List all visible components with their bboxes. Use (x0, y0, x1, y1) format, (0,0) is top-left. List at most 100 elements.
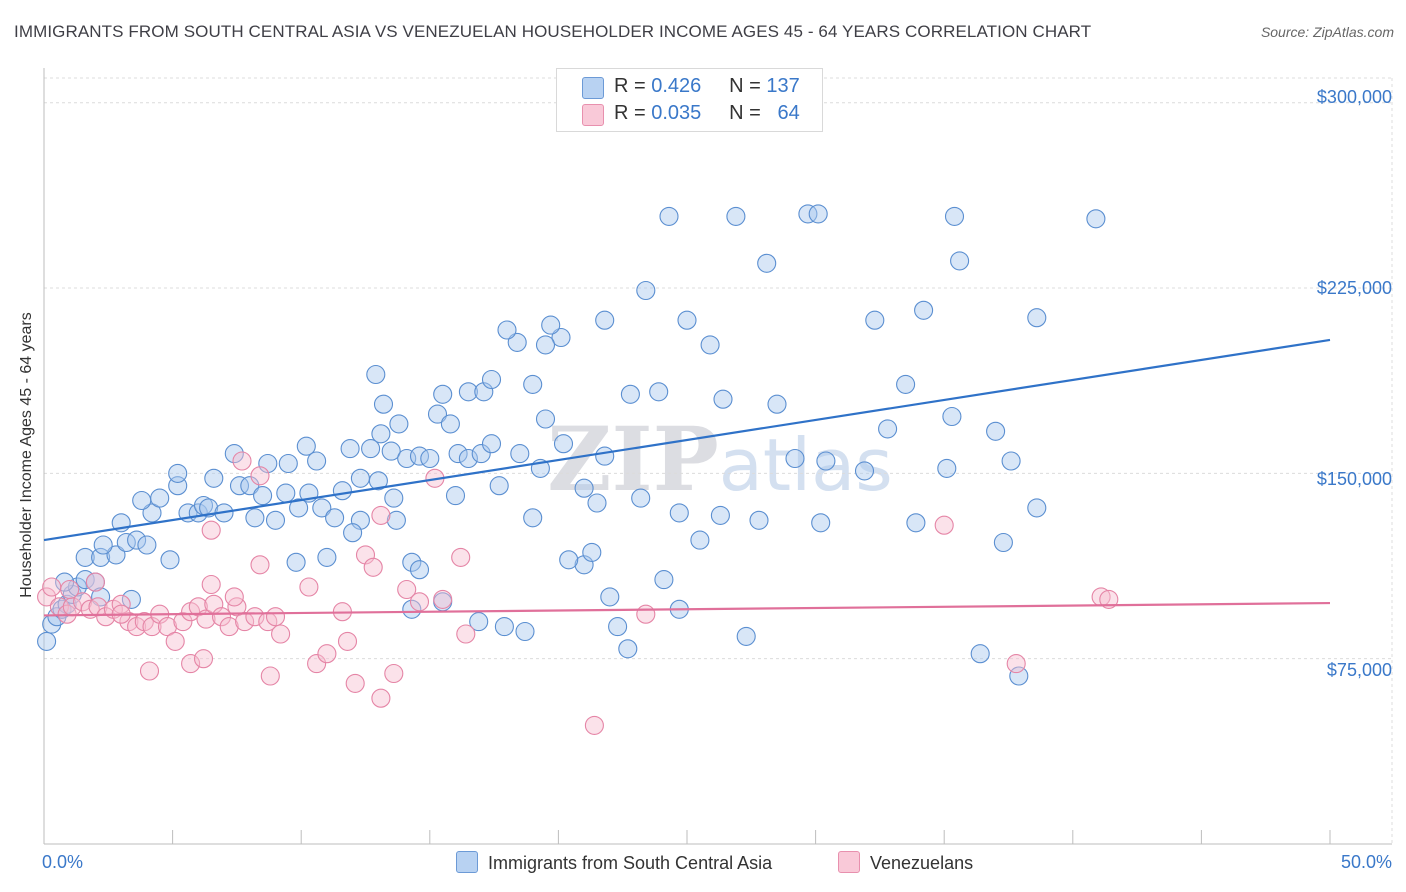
legend-swatch (582, 77, 604, 99)
data-point-immigrants (595, 446, 615, 466)
r-value: 0.035 (651, 102, 702, 124)
data-point-venezuelans (1006, 654, 1026, 674)
data-point-venezuelans (139, 661, 160, 681)
data-point-venezuelans (245, 607, 265, 627)
data-point-venezuelans (250, 555, 270, 575)
data-point-immigrants (767, 394, 787, 414)
n-value: 137 (766, 75, 800, 97)
legend-swatch (838, 851, 860, 873)
data-point-immigrants (618, 639, 638, 659)
data-point-immigrants (713, 389, 733, 409)
data-point-immigrants (510, 444, 530, 464)
data-point-immigrants (137, 535, 157, 555)
data-point-immigrants (366, 364, 386, 385)
data-point-immigrants (229, 476, 250, 496)
data-point-venezuelans (188, 597, 208, 617)
data-point-venezuelans (165, 631, 185, 651)
data-point-immigrants (57, 594, 77, 614)
data-point-immigrants (278, 453, 298, 474)
data-point-immigrants (757, 253, 777, 273)
data-point-immigrants (736, 626, 756, 646)
data-point-venezuelans (307, 654, 327, 674)
data-point-venezuelans (363, 557, 383, 577)
data-point-venezuelans (345, 673, 365, 693)
data-point-immigrants (240, 476, 260, 496)
data-point-venezuelans (157, 617, 178, 637)
data-point-venezuelans (250, 466, 270, 486)
data-point-venezuelans (219, 617, 239, 637)
data-point-immigrants (636, 280, 656, 301)
r-label: R = (614, 75, 646, 97)
data-point-venezuelans (60, 579, 80, 600)
data-point-immigrants (551, 327, 571, 348)
data-point-venezuelans (173, 612, 193, 632)
data-point-immigrants (427, 404, 448, 424)
y-tick-label: $75,000 (1326, 660, 1392, 680)
data-point-immigrants (361, 439, 381, 459)
data-point-immigrants (659, 206, 679, 226)
data-point-venezuelans (42, 577, 62, 597)
data-point-venezuelans (433, 589, 453, 609)
data-point-immigrants (582, 542, 602, 562)
data-point-immigrants (409, 560, 430, 580)
data-point-immigrants (937, 458, 957, 478)
data-point-immigrants (1027, 498, 1047, 518)
data-point-immigrants (523, 374, 543, 394)
data-point-immigrants (816, 451, 836, 471)
data-point-immigrants (574, 478, 594, 498)
data-point-immigrants (474, 382, 494, 402)
legend-label: Venezuelans (870, 853, 974, 873)
data-point-immigrants (785, 448, 805, 469)
data-point-immigrants (312, 498, 332, 518)
data-point-immigrants (944, 206, 965, 226)
data-point-venezuelans (456, 624, 476, 644)
data-point-immigrants (631, 488, 651, 508)
data-point-immigrants (986, 421, 1006, 441)
data-point-immigrants (458, 382, 478, 402)
data-point-immigrants (121, 589, 141, 609)
data-point-immigrants (798, 204, 818, 224)
data-point-immigrants (276, 483, 296, 503)
data-point-venezuelans (584, 715, 604, 735)
data-point-immigrants (402, 599, 422, 619)
data-point-immigrants (307, 451, 327, 471)
y-tick-label: $225,000 (1316, 278, 1392, 298)
data-point-immigrants (865, 310, 885, 330)
data-point-immigrants (811, 513, 831, 533)
legend-label: Immigrants from South Central Asia (488, 853, 773, 873)
n-label: N = (729, 102, 761, 124)
data-point-immigrants (749, 510, 769, 530)
data-point-immigrants (970, 644, 990, 664)
data-point-venezuelans (371, 505, 391, 525)
data-point-immigrants (608, 617, 628, 637)
data-point-venezuelans (384, 663, 404, 684)
data-point-immigrants (343, 523, 363, 543)
data-point-immigrants (587, 493, 607, 513)
data-point-venezuelans (409, 592, 430, 612)
data-point-immigrants (914, 300, 934, 320)
data-point-venezuelans (211, 607, 232, 627)
data-point-immigrants (150, 488, 170, 508)
data-point-venezuelans (260, 666, 280, 686)
data-point-immigrants (1086, 209, 1106, 229)
data-point-immigrants (559, 550, 579, 570)
data-point-immigrants (494, 617, 514, 637)
data-point-immigrants (654, 570, 674, 590)
chart-title: IMMIGRANTS FROM SOUTH CENTRAL ASIA VS VE… (14, 22, 1092, 41)
data-point-venezuelans (317, 644, 337, 664)
legend-item-venezuelans[interactable]: Venezuelans (838, 851, 973, 874)
data-point-immigrants (690, 530, 710, 550)
data-point-immigrants (317, 547, 337, 567)
data-point-immigrants (854, 461, 875, 481)
data-point-venezuelans (451, 547, 471, 567)
data-point-immigrants (595, 310, 615, 330)
data-point-venezuelans (265, 607, 286, 627)
legend-item-immigrants[interactable]: Immigrants from South Central Asia (456, 851, 772, 874)
data-point-immigrants (384, 488, 404, 508)
data-point-immigrants (1009, 666, 1029, 686)
data-point-immigrants (700, 335, 720, 355)
data-point-immigrants (489, 476, 509, 496)
data-point-immigrants (942, 406, 962, 427)
legend-swatch (456, 851, 478, 873)
data-point-immigrants (458, 448, 478, 469)
